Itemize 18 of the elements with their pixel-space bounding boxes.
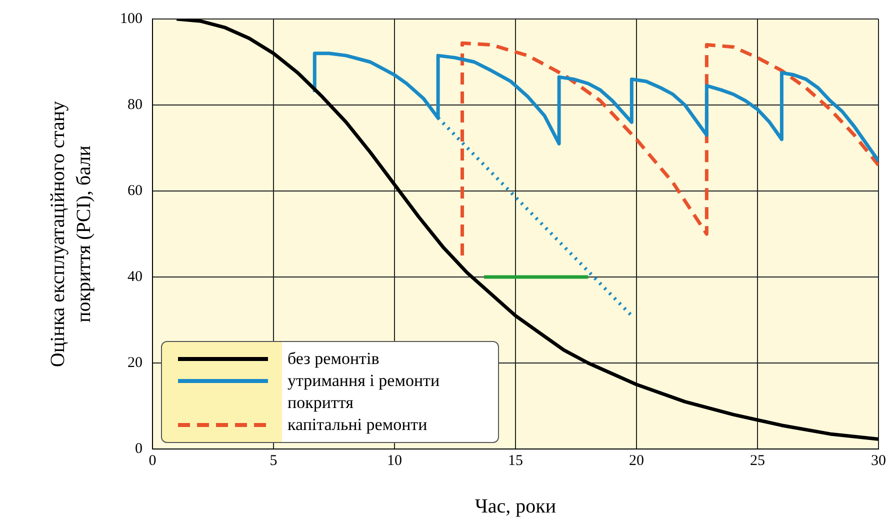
y-axis-title: Оцінка експлуатаційного стану покриття (PCI), бали	[46, 100, 96, 370]
y-tick-label: 60	[128, 182, 142, 199]
y-tick-label: 100	[120, 10, 142, 27]
y-tick-label: 20	[128, 354, 142, 371]
legend-label: капітальні ремонти	[286, 414, 428, 436]
x-tick-label: 0	[148, 452, 156, 469]
line-series	[460, 41, 878, 258]
x-tick-label: 25	[750, 452, 765, 469]
x-tick-label: 5	[270, 452, 278, 469]
x-tick-label: 10	[387, 452, 402, 469]
y-tick-label: 0	[135, 440, 142, 457]
y-tick-label: 80	[128, 96, 142, 113]
x-tick-label: 20	[629, 452, 644, 469]
x-tick-label: 15	[508, 452, 523, 469]
x-axis-title: Час, роки	[474, 495, 556, 518]
legend-label: без ремонтів	[286, 348, 380, 370]
x-tick-label: 30	[871, 452, 886, 469]
y-tick-label: 40	[128, 268, 142, 285]
